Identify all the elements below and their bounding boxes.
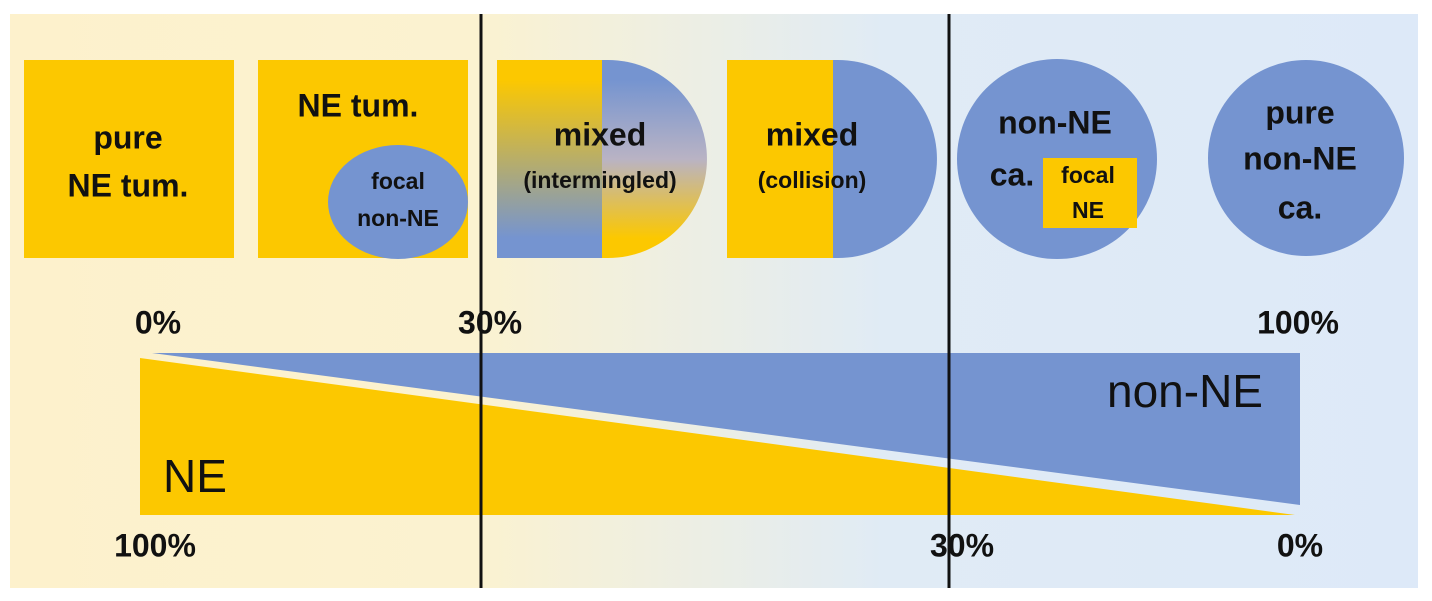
label: mixed — [766, 116, 858, 152]
inset-shape — [1043, 158, 1137, 228]
shape — [497, 60, 602, 258]
label: pure — [93, 119, 162, 155]
label: (intermingled) — [523, 167, 676, 193]
shape — [727, 60, 833, 258]
wedge-label: non-NE — [1107, 365, 1263, 417]
label: non-NE — [357, 205, 439, 231]
wedge-label: NE — [163, 450, 227, 502]
label: non-NE — [998, 104, 1112, 140]
shape — [602, 60, 707, 258]
lower-wedge — [140, 358, 1295, 515]
shape — [24, 60, 234, 258]
shape — [1208, 60, 1404, 256]
inset-shape — [328, 145, 468, 259]
upper-wedge — [152, 353, 1300, 505]
label: non-NE — [1243, 140, 1357, 176]
scale-label: 100% — [1257, 304, 1339, 340]
label: NE — [1072, 197, 1104, 223]
label: mixed — [554, 116, 646, 152]
label: pure — [1265, 94, 1334, 130]
scale-label: 30% — [930, 527, 994, 563]
label: focal — [1061, 162, 1115, 188]
label: ca. — [990, 156, 1034, 192]
label: NE tum. — [68, 167, 189, 203]
label: (collision) — [758, 167, 867, 193]
scale-label: 30% — [458, 304, 522, 340]
label: focal — [371, 168, 425, 194]
scale-label: 0% — [135, 304, 181, 340]
label: ca. — [1278, 189, 1322, 225]
scale-label: 100% — [114, 527, 196, 563]
label: NE tum. — [298, 87, 419, 123]
scale-label: 0% — [1277, 527, 1323, 563]
shape — [833, 60, 937, 258]
